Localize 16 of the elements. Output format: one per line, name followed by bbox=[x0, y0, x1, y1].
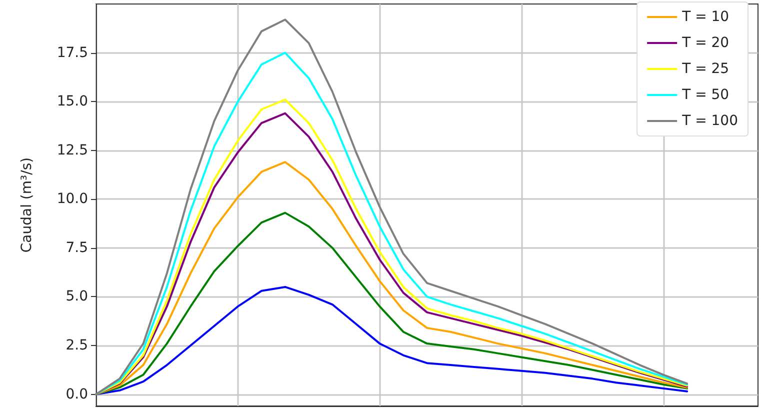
y-axis-title: Caudal (m³/s) bbox=[19, 157, 35, 253]
y-tick-label: 10.0 bbox=[56, 191, 88, 208]
y-tick-label: 5.0 bbox=[66, 288, 88, 305]
y-tick-label: 17.5 bbox=[56, 44, 88, 61]
y-tick-label: 12.5 bbox=[56, 142, 88, 158]
y-tick-label: 15.0 bbox=[56, 94, 88, 110]
legend-label: T = 100 bbox=[681, 113, 738, 129]
legend-label: T = 25 bbox=[681, 61, 730, 77]
y-tick-label: 7.5 bbox=[66, 240, 88, 256]
y-tick-label: 2.5 bbox=[66, 338, 88, 354]
y-tick-label: 0.0 bbox=[66, 386, 88, 402]
line-series bbox=[95, 212, 688, 396]
line-series bbox=[95, 286, 688, 396]
legend-label: T = 20 bbox=[681, 35, 730, 51]
legend-label: T = 10 bbox=[681, 9, 730, 25]
legend-label: T = 50 bbox=[681, 87, 730, 103]
